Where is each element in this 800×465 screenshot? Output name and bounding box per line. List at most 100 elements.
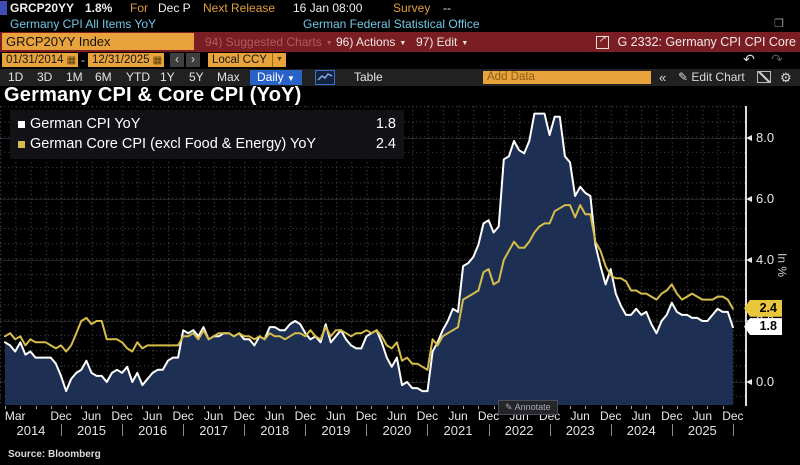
x-tick — [646, 406, 648, 409]
chart-annotate-icon[interactable] — [757, 71, 771, 83]
period-ytd[interactable]: YTD — [126, 70, 150, 84]
source-credit: Source: Bloomberg — [8, 449, 101, 460]
function-bar: GRCP20YY Index 94) Suggested Charts ▼ 96)… — [0, 32, 800, 52]
year-separator — [427, 424, 429, 436]
calendar-icon[interactable]: ▦ — [152, 55, 163, 66]
collapse-panel-icon[interactable]: « — [659, 70, 667, 85]
year-separator — [549, 424, 551, 436]
actions-label: 96) Actions — [336, 35, 396, 49]
suggested-charts-button[interactable]: 94) Suggested Charts ▼ — [205, 32, 333, 52]
core-cpi-line — [4, 204, 734, 371]
y-tick — [746, 379, 752, 385]
period-5y[interactable]: 5Y — [189, 70, 204, 84]
x-year-label: 2018 — [260, 423, 290, 438]
x-tick — [676, 406, 678, 409]
window-icon[interactable]: ❐ — [774, 18, 784, 30]
cursor-block — [0, 1, 7, 15]
x-tick — [188, 406, 190, 409]
legend-row-core-cpi[interactable]: German Core CPI (excl Food & Energy) YoY… — [18, 134, 396, 154]
start-date-value: 01/31/2014 — [6, 54, 64, 66]
legend-value-core-cpi: 2.4 — [375, 136, 396, 152]
chart-type-button[interactable] — [315, 70, 335, 85]
x-tick — [142, 406, 144, 409]
survey-value: -- — [443, 1, 451, 15]
plot-svg[interactable] — [0, 106, 745, 405]
ticker-input[interactable]: GRCP20YY Index — [2, 33, 194, 50]
x-year-label: 2014 — [16, 423, 46, 438]
edit-button[interactable]: 97) Edit ▼ — [416, 32, 468, 52]
x-tick — [402, 406, 404, 409]
x-tick — [692, 406, 694, 409]
chart-tab[interactable]: G 2332: Germany CPI CPI Core — [596, 32, 796, 52]
period-1y[interactable]: 1Y — [160, 70, 175, 84]
legend-row-cpi[interactable]: German CPI YoY 1.8 — [18, 114, 396, 134]
prev-range-button[interactable]: ‹ — [170, 53, 184, 67]
year-separator — [122, 424, 124, 436]
x-month-label: Dec — [661, 409, 683, 423]
period-max[interactable]: Max — [217, 70, 240, 84]
x-month-label: Dec — [50, 409, 72, 423]
y-tick-label: 0.0 — [756, 374, 775, 389]
x-month-label: Jun — [692, 409, 713, 423]
y-tick — [746, 257, 752, 263]
x-tick — [66, 406, 68, 409]
period-1d[interactable]: 1D — [8, 70, 24, 84]
annotate-button[interactable]: ✎ Annotate — [498, 400, 558, 415]
x-month-label: Dec — [416, 409, 439, 423]
table-button[interactable]: Table — [354, 70, 383, 84]
chart-toolbar: 1D 3D 1M 6M YTD 1Y 5Y Max Daily ▼ Table … — [0, 69, 800, 86]
y-tick-label: 4.0 — [756, 252, 775, 267]
x-tick — [722, 406, 724, 409]
period-3d[interactable]: 3D — [37, 70, 53, 84]
next-range-button[interactable]: › — [186, 53, 200, 67]
date-range-dash: - — [81, 53, 85, 67]
redo-icon[interactable]: ↷ — [771, 51, 783, 67]
actions-button[interactable]: 96) Actions ▼ — [336, 32, 406, 52]
end-date-field[interactable]: 12/31/2025 ▦ — [88, 53, 165, 67]
start-date-field[interactable]: 01/31/2014 ▦ — [2, 53, 79, 67]
x-year-label: 2024 — [626, 423, 656, 438]
x-tick — [569, 406, 571, 409]
x-month-label: Mar — [4, 409, 26, 423]
period-6m[interactable]: 6M — [95, 70, 112, 84]
x-year-label: 2025 — [687, 423, 717, 438]
x-month-label: Jun — [326, 409, 346, 423]
x-tick — [111, 406, 113, 409]
x-tick — [432, 406, 434, 409]
legend-label-cpi: German CPI YoY — [30, 116, 141, 132]
x-tick — [20, 406, 22, 409]
suggested-charts-label: 94) Suggested Charts — [205, 35, 322, 49]
gear-icon[interactable]: ⚙ — [780, 70, 792, 85]
x-month-label: Jun — [570, 409, 590, 423]
cpi-area-fill — [5, 113, 733, 405]
annotate-label: Annotate — [514, 402, 551, 412]
y-tick — [746, 135, 752, 141]
x-month-label: Dec — [233, 409, 255, 423]
x-tick — [127, 406, 129, 409]
x-month-label: Dec — [600, 409, 622, 423]
x-month-label: Jun — [387, 409, 407, 423]
for-label: For — [130, 1, 148, 15]
edit-chart-button[interactable]: ✎ Edit Chart — [678, 69, 745, 86]
currency-select[interactable]: Local CCY — [208, 53, 272, 67]
undo-icon[interactable]: ↶ — [743, 51, 755, 67]
calendar-icon[interactable]: ▦ — [66, 55, 77, 66]
x-year-label: 2017 — [199, 423, 229, 438]
x-month-label: Jun — [265, 409, 285, 423]
export-icon[interactable] — [596, 34, 610, 49]
chevron-down-icon: ▼ — [325, 40, 333, 47]
x-tick — [447, 406, 449, 409]
add-data-input[interactable]: Add Data — [483, 71, 651, 84]
x-year-label: 2019 — [321, 423, 351, 438]
pencil-icon: ✎ — [678, 70, 689, 84]
x-tick — [585, 406, 587, 409]
x-year-label: 2020 — [382, 423, 412, 438]
x-tick — [218, 406, 220, 409]
pencil-icon: ✎ — [505, 402, 513, 412]
last-value-badge: 2.4 — [744, 299, 782, 317]
frequency-select[interactable]: Daily ▼ — [250, 70, 302, 85]
legend-marker-cpi — [18, 120, 25, 128]
currency-dropdown-icon[interactable]: ▼ — [272, 53, 286, 67]
chart-plot-area: 8.06.04.02.00.0 2.41.8 In % German CPI Y… — [0, 106, 800, 415]
period-1m[interactable]: 1M — [66, 70, 83, 84]
